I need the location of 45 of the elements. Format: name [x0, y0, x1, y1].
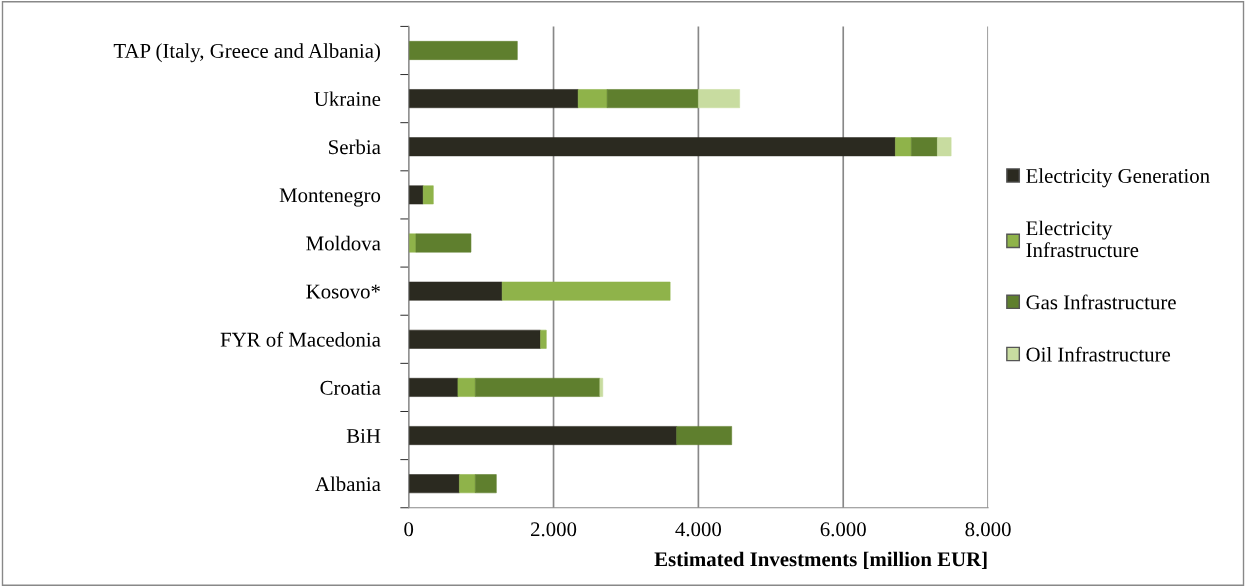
bar [475, 474, 497, 494]
bar [606, 89, 699, 109]
y-tick-label: Moldova [306, 235, 381, 251]
x-tick-label: 8.000 [965, 522, 1011, 537]
y-tick-label: Ukraine [314, 91, 381, 107]
bar [408, 41, 518, 60]
y-tick-label: Croatia [320, 380, 381, 395]
y-tick-label: Montenegro [279, 188, 381, 207]
y-tick-label: BiH [346, 428, 381, 443]
x-axis-title: Estimated Investments [million EUR] [654, 551, 987, 569]
legend-label: Electricity Infrastructure [1026, 220, 1139, 258]
x-tick-label: 4.000 [675, 522, 722, 537]
x-tick-label: 2.000 [531, 522, 577, 537]
bar [422, 185, 434, 205]
bar [408, 185, 424, 205]
bar [895, 137, 912, 157]
bar [408, 89, 579, 109]
bar [408, 137, 896, 157]
legend-label: Gas Infrastructure [1026, 294, 1176, 310]
bar [599, 377, 604, 397]
y-tick-label: Albania [315, 476, 381, 492]
legend-label: Electricity Generation [1026, 168, 1210, 188]
bar [937, 137, 952, 157]
bar [408, 426, 677, 445]
bar [698, 89, 740, 109]
y-tick-label: Kosovo* [306, 284, 380, 299]
bar [911, 137, 938, 157]
bar [459, 474, 476, 494]
y-tick-label: Serbia [329, 139, 381, 155]
bar [457, 377, 476, 397]
bar [676, 426, 732, 445]
y-tick-label: FYR of Macedonia [220, 331, 381, 347]
bar [577, 89, 608, 109]
bar [415, 233, 472, 253]
x-tick-label: 0 [404, 522, 414, 537]
y-tick-label: TAP (Italy, Greece and Albania) [113, 43, 380, 63]
bar [501, 281, 671, 301]
legend-label: Oil Infrastructure [1026, 346, 1171, 362]
bar [408, 281, 503, 301]
bar [408, 474, 460, 494]
x-tick-label: 6.000 [820, 522, 866, 537]
bar [475, 377, 601, 397]
bar [408, 329, 541, 349]
bar [408, 377, 459, 397]
bar [540, 329, 547, 349]
